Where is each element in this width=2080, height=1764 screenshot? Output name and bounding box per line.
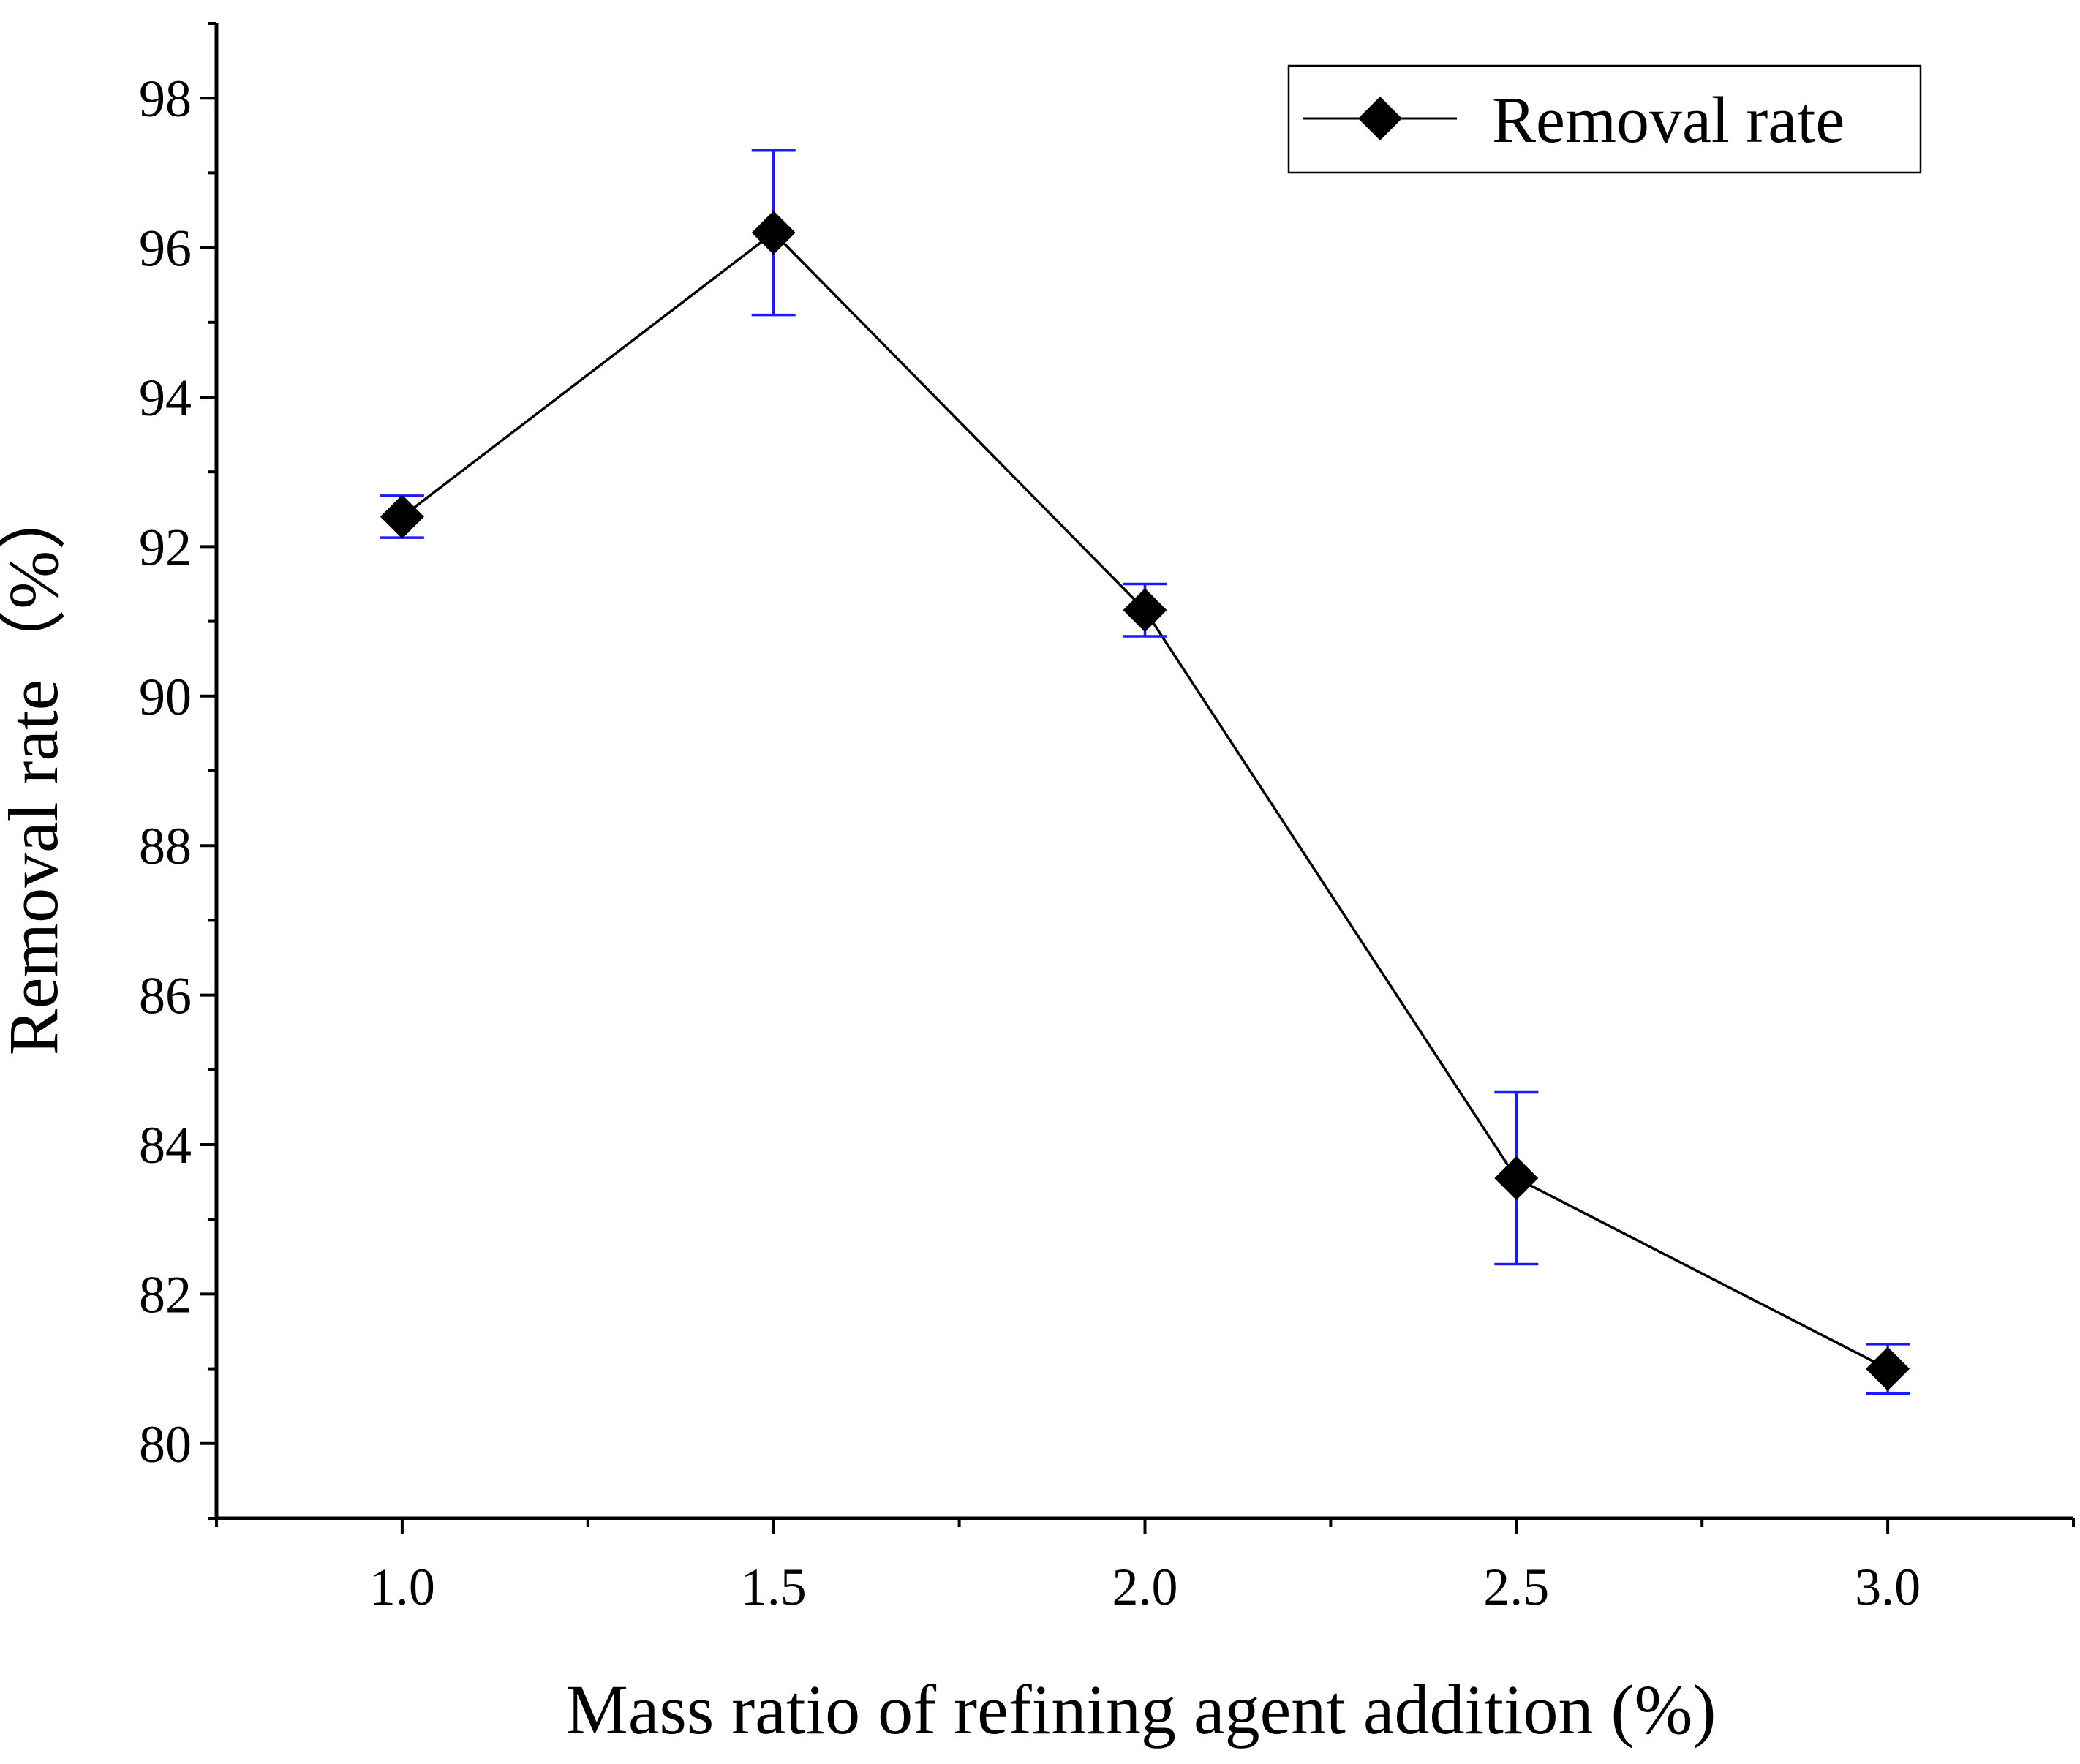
y-tick-label: 90 (139, 668, 192, 726)
y-axis-title: Removal rate（%） (0, 480, 72, 1055)
legend: Removal rate (1287, 64, 1922, 174)
data-point-diamond (1123, 588, 1167, 633)
x-tick-label: 3.0 (1855, 1558, 1921, 1616)
y-tick-label: 96 (139, 219, 192, 278)
series-layer (380, 148, 1910, 1395)
y-tick-label: 80 (139, 1415, 192, 1474)
series-line (401, 230, 1888, 1371)
y-tick-label: 86 (139, 967, 192, 1025)
data-point-diamond (1494, 1156, 1539, 1200)
x-tick-label: 2.0 (1112, 1558, 1178, 1616)
x-tick-label: 1.0 (369, 1558, 435, 1616)
legend-diamond-marker (1358, 97, 1402, 140)
y-tick-label: 88 (139, 817, 192, 875)
y-tick-label: 82 (139, 1265, 192, 1324)
y-tick-label: 84 (139, 1116, 192, 1175)
y-tick-label: 94 (139, 369, 192, 427)
data-point-diamond (751, 211, 796, 255)
data-point-diamond (380, 494, 424, 539)
data-point-diamond (1866, 1346, 1910, 1391)
y-axis-ticks: 80 82 84 86 88 90 92 94 96 98 (139, 22, 216, 1520)
axes (214, 23, 2073, 1520)
y-tick-label: 98 (139, 69, 192, 128)
legend-label: Removal rate (1492, 84, 1845, 157)
x-axis-title: Mass ratio of refining agent addition (%… (566, 1670, 1717, 1749)
x-axis-ticks: 1.0 1.5 2.0 2.5 3.0 (215, 1518, 2075, 1616)
x-tick-label: 2.5 (1483, 1558, 1549, 1616)
x-tick-label: 1.5 (741, 1558, 807, 1616)
y-tick-label: 92 (139, 518, 192, 576)
